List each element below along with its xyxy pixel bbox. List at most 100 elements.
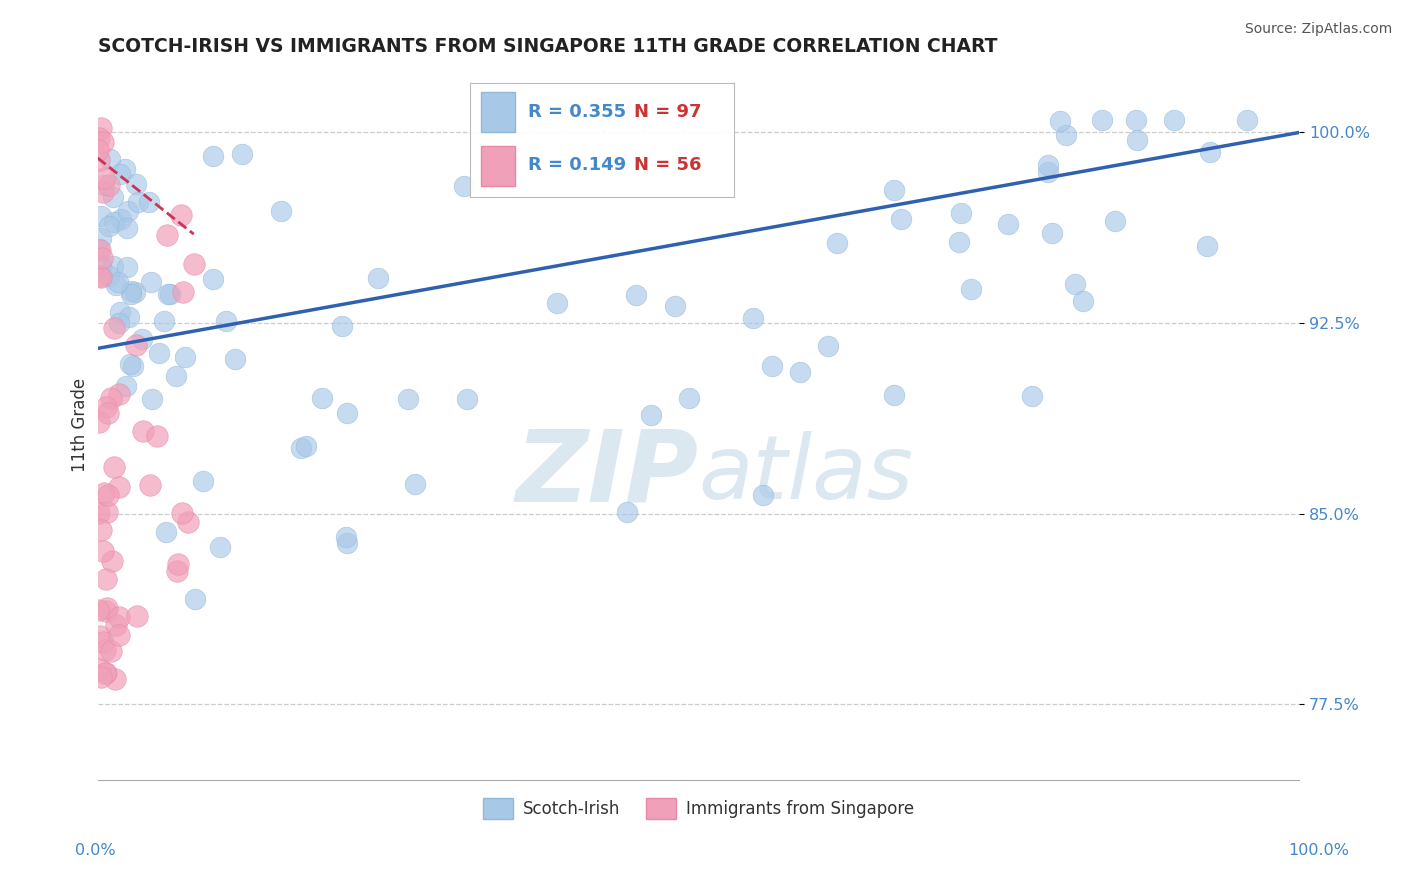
- Text: 0.0%: 0.0%: [76, 843, 115, 857]
- Point: [110, 212, 132, 227]
- Point: [215, 314, 238, 328]
- Point: [817, 338, 839, 352]
- Point: [172, 285, 194, 299]
- Point: [1236, 112, 1258, 127]
- Point: [1040, 226, 1063, 240]
- Point: [330, 319, 353, 334]
- Point: [94, 400, 117, 414]
- Point: [159, 287, 181, 301]
- Point: [1049, 113, 1071, 128]
- Point: [125, 609, 148, 624]
- Point: [103, 215, 125, 229]
- Point: [396, 392, 419, 407]
- Point: [145, 429, 167, 443]
- Point: [890, 212, 912, 227]
- Point: [94, 666, 117, 681]
- Point: [93, 635, 115, 649]
- Point: [90, 523, 112, 537]
- Point: [117, 203, 139, 218]
- Point: [103, 460, 125, 475]
- Point: [91, 544, 114, 558]
- Point: [89, 243, 111, 257]
- Point: [87, 131, 110, 145]
- Point: [120, 284, 142, 298]
- Point: [191, 474, 214, 488]
- Point: [125, 177, 148, 191]
- Point: [678, 391, 700, 405]
- Point: [311, 391, 333, 405]
- Point: [170, 208, 193, 222]
- Point: [101, 554, 124, 568]
- Point: [87, 153, 110, 168]
- Point: [93, 486, 115, 500]
- Text: SCOTCH-IRISH VS IMMIGRANTS FROM SINGAPORE 11TH GRADE CORRELATION CHART: SCOTCH-IRISH VS IMMIGRANTS FROM SINGAPOR…: [97, 37, 997, 56]
- Point: [91, 136, 114, 150]
- Point: [1125, 112, 1147, 127]
- Point: [546, 296, 568, 310]
- Point: [1054, 128, 1077, 142]
- Point: [90, 269, 112, 284]
- Point: [741, 311, 763, 326]
- Point: [90, 231, 112, 245]
- Point: [120, 286, 142, 301]
- Legend: Scotch-Irish, Immigrants from Singapore: Scotch-Irish, Immigrants from Singapore: [477, 792, 921, 825]
- Point: [93, 178, 115, 193]
- Point: [97, 268, 120, 283]
- Point: [108, 305, 131, 319]
- Point: [177, 515, 200, 529]
- Point: [96, 505, 118, 519]
- Point: [825, 236, 848, 251]
- Point: [97, 178, 120, 192]
- Point: [138, 194, 160, 209]
- Point: [139, 478, 162, 492]
- Point: [153, 314, 176, 328]
- Point: [165, 368, 187, 383]
- Point: [624, 287, 647, 301]
- Point: [96, 666, 118, 681]
- Point: [90, 259, 112, 273]
- Point: [166, 565, 188, 579]
- Point: [107, 275, 129, 289]
- Y-axis label: 11th Grade: 11th Grade: [72, 377, 89, 472]
- Point: [94, 643, 117, 657]
- Point: [335, 530, 357, 544]
- Text: ZIP: ZIP: [516, 425, 699, 523]
- Point: [202, 149, 225, 163]
- Point: [89, 662, 111, 676]
- Point: [616, 504, 638, 518]
- Point: [91, 185, 114, 199]
- Point: [132, 425, 155, 439]
- Point: [290, 442, 312, 456]
- Point: [93, 171, 115, 186]
- Point: [118, 358, 141, 372]
- Point: [156, 227, 179, 242]
- Point: [997, 217, 1019, 231]
- Point: [1021, 389, 1043, 403]
- Point: [950, 206, 973, 220]
- Point: [118, 310, 141, 324]
- Point: [108, 387, 131, 401]
- Point: [90, 251, 112, 265]
- Point: [170, 507, 193, 521]
- Point: [1163, 112, 1185, 127]
- Point: [1064, 277, 1087, 291]
- Point: [87, 268, 110, 283]
- Point: [231, 147, 253, 161]
- Point: [108, 316, 131, 330]
- Point: [184, 591, 207, 606]
- Point: [139, 275, 162, 289]
- Point: [883, 388, 905, 402]
- Point: [336, 406, 359, 420]
- Point: [1126, 133, 1149, 147]
- Point: [115, 260, 138, 274]
- Point: [90, 670, 112, 684]
- Point: [789, 366, 811, 380]
- Point: [114, 161, 136, 176]
- Text: 100.0%: 100.0%: [1288, 843, 1350, 857]
- Point: [125, 338, 148, 352]
- Point: [89, 630, 111, 644]
- Point: [122, 359, 145, 373]
- Point: [124, 285, 146, 299]
- Point: [1073, 294, 1095, 309]
- Point: [1104, 213, 1126, 227]
